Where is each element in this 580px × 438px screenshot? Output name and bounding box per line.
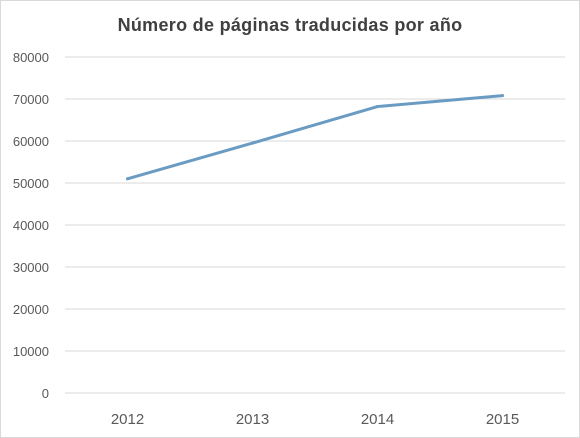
data-point	[501, 94, 504, 98]
x-tick-label: 2014	[361, 411, 394, 428]
x-tick-label: 2015	[486, 411, 519, 428]
y-tick-label: 50000	[13, 176, 49, 191]
y-tick-label: 70000	[13, 92, 49, 107]
y-tick-label: 20000	[13, 302, 49, 317]
y-tick-label: 60000	[13, 134, 49, 149]
series-line	[126, 94, 504, 181]
chart-title: Número de páginas traducidas por año	[117, 15, 463, 35]
y-tick-label: 0	[42, 386, 49, 401]
y-tick-label: 80000	[13, 50, 49, 65]
x-tick-label: 2013	[236, 411, 269, 428]
y-tick-label: 40000	[13, 218, 49, 233]
data-point	[126, 177, 129, 181]
y-tick-label: 30000	[13, 260, 49, 275]
data-point	[251, 141, 254, 145]
y-tick-label: 10000	[13, 344, 49, 359]
x-axis-labels: 2012 2013 2014 2015	[111, 411, 519, 428]
y-axis-labels: 0 10000 20000 30000 40000 50000 60000 70000 8000…	[13, 50, 49, 401]
series-group	[126, 94, 504, 181]
data-point	[376, 105, 379, 109]
x-tick-label: 2012	[111, 411, 144, 428]
gridlines	[65, 56, 565, 394]
